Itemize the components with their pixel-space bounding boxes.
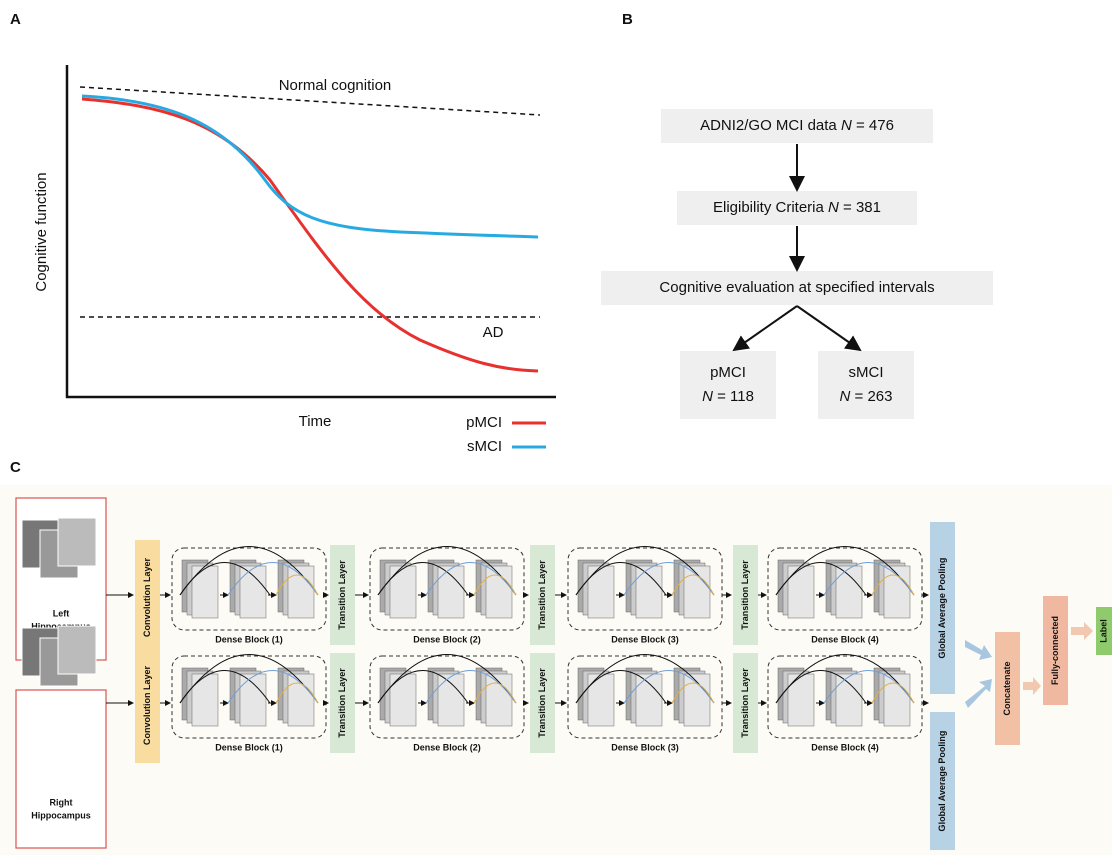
layer-label: Transition Layer xyxy=(537,668,547,738)
feature-map xyxy=(192,674,218,726)
x-axis-label: Time xyxy=(299,413,332,430)
node-label: Cognitive evaluation at specified interv… xyxy=(659,279,934,296)
flow-text: Cognitive evaluation at specified interv… xyxy=(659,279,934,296)
layer-label: Concatenate xyxy=(1002,661,1012,715)
dense-label: Dense Block (3) xyxy=(611,742,679,752)
legend-label: pMCI xyxy=(466,414,502,431)
annotation: Normal cognition xyxy=(279,77,392,94)
panel-label: A xyxy=(10,11,21,28)
legend: pMCI sMCI xyxy=(466,414,546,455)
feature-map xyxy=(588,674,614,726)
layer-label: Transition Layer xyxy=(537,560,547,630)
dense-label: Dense Block (3) xyxy=(611,634,679,644)
layer-label: Label xyxy=(1098,619,1108,643)
n-value: = 476 xyxy=(856,117,894,134)
n-value: = 263 xyxy=(855,388,893,405)
dense-label: Dense Block (4) xyxy=(811,634,879,644)
feature-map xyxy=(636,566,662,618)
feature-map xyxy=(390,674,416,726)
flow-text: Eligibility Criteria N = 381 xyxy=(713,199,881,216)
flow-text: N = 118 xyxy=(702,388,754,405)
flow-box xyxy=(818,351,914,419)
input-label: Right xyxy=(50,797,73,807)
layer-label: Global Average Pooling xyxy=(937,558,947,659)
feature-map xyxy=(836,674,862,726)
n-symbol: N xyxy=(828,199,839,216)
y-axis-label: Cognitive function xyxy=(33,172,50,291)
feature-map xyxy=(240,566,266,618)
layer-label: Convolution Layer xyxy=(142,558,152,638)
feature-map xyxy=(836,566,862,618)
arrow xyxy=(734,306,797,350)
input-frame xyxy=(16,690,106,848)
panel-c: C Left Hippocampus Convolution Layer Dense … xyxy=(0,459,1112,855)
layer-label: Convolution Layer xyxy=(142,666,152,746)
node-label: sMCI xyxy=(849,364,884,381)
feature-map xyxy=(438,566,464,618)
n-value: = 381 xyxy=(843,199,881,216)
node-label: Eligibility Criteria xyxy=(713,199,825,216)
feature-map xyxy=(788,566,814,618)
feature-map xyxy=(390,566,416,618)
legend-label: sMCI xyxy=(467,438,502,455)
arrow xyxy=(797,306,860,350)
dense-label: Dense Block (2) xyxy=(413,742,481,752)
n-symbol: N xyxy=(840,388,851,405)
n-symbol: N xyxy=(841,117,852,134)
mri-slice xyxy=(58,626,96,674)
n-value: = 118 xyxy=(717,388,754,405)
n-symbol: N xyxy=(702,388,713,405)
flow-text: N = 263 xyxy=(840,388,893,405)
figure: A Cognitive function Time Normal cogniti… xyxy=(0,0,1112,855)
layer-label: Transition Layer xyxy=(740,668,750,738)
annotation: AD xyxy=(483,324,504,341)
feature-map xyxy=(788,674,814,726)
panel-a: A Cognitive function Time Normal cogniti… xyxy=(10,11,556,455)
node-label: ADNI2/GO MCI data xyxy=(700,117,837,134)
mri-slice xyxy=(58,518,96,566)
layer-label: Transition Layer xyxy=(337,668,347,738)
layer-label: Fully-connected xyxy=(1050,616,1060,685)
input-label: Hippocampus xyxy=(31,810,91,820)
dense-label: Dense Block (4) xyxy=(811,742,879,752)
feature-map xyxy=(240,674,266,726)
layer-label: Transition Layer xyxy=(740,560,750,630)
panel-b: B ADNI2/GO MCI data N = 476 Eligibility C… xyxy=(601,11,993,419)
feature-map xyxy=(588,566,614,618)
input-label: Left xyxy=(53,608,70,618)
panel-label: C xyxy=(10,459,21,476)
feature-map xyxy=(438,674,464,726)
dense-label: Dense Block (1) xyxy=(215,742,283,752)
feature-map xyxy=(636,674,662,726)
layer-label: Global Average Pooling xyxy=(937,731,947,832)
dense-label: Dense Block (1) xyxy=(215,634,283,644)
dense-label: Dense Block (2) xyxy=(413,634,481,644)
panel-label: B xyxy=(622,11,633,28)
flow-box xyxy=(680,351,776,419)
curve xyxy=(82,96,538,237)
node-label: pMCI xyxy=(710,364,746,381)
layer-label: Transition Layer xyxy=(337,560,347,630)
flow-text: ADNI2/GO MCI data N = 476 xyxy=(700,117,894,134)
feature-map xyxy=(192,566,218,618)
